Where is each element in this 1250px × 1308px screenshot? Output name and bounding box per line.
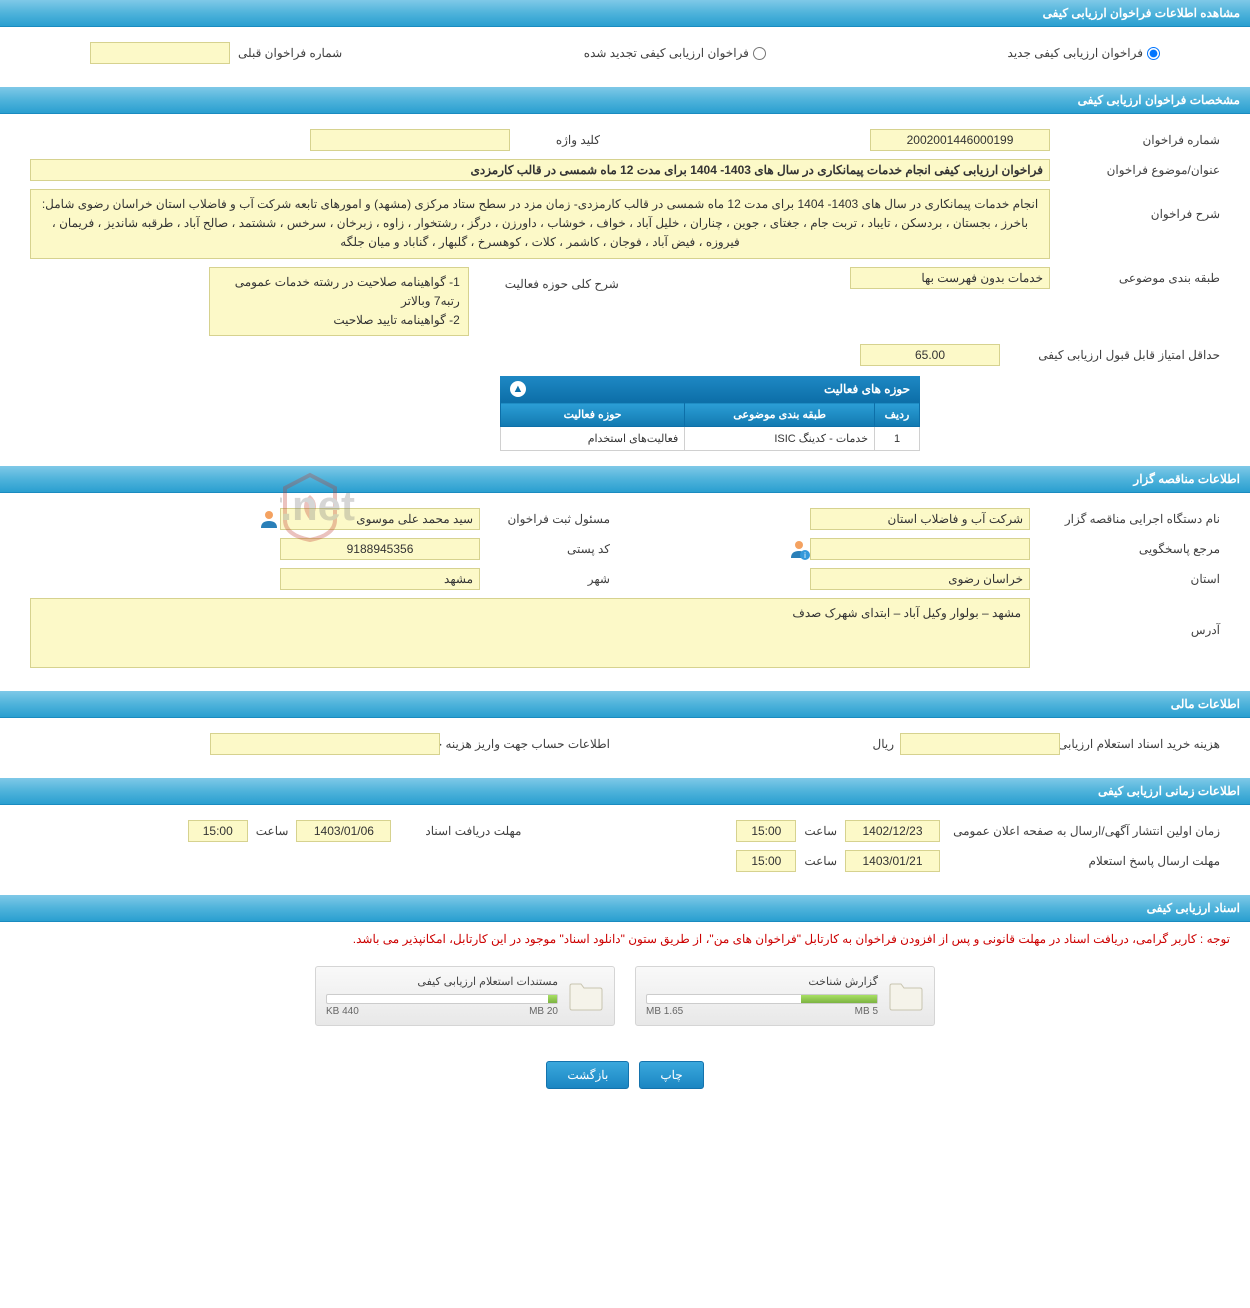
label-response: مهلت ارسال پاسخ استعلام	[940, 854, 1220, 868]
section-financial-header: اطلاعات مالی	[0, 691, 1250, 718]
section-timing-header: اطلاعات زمانی ارزیابی کیفی	[0, 778, 1250, 805]
label-renewed-call: فراخوان ارزیابی کیفی تجدید شده	[584, 46, 749, 60]
label-desc: شرح فراخوان	[1050, 189, 1220, 221]
svg-text:i: i	[804, 551, 806, 560]
th-activity: حوزه فعالیت	[501, 403, 685, 427]
label-prev-call-number: شماره فراخوان قبلی	[230, 46, 342, 60]
section-documents-body: توجه : کاربر گرامی، دریافت اسناد در مهلت…	[0, 922, 1250, 1119]
label-category: طبقه بندی موضوعی	[1050, 271, 1220, 285]
label-province: استان	[1030, 572, 1220, 586]
section-tenderer-header: اطلاعات مناقصه گزار	[0, 466, 1250, 493]
field-receive-date: 1403/01/06	[296, 820, 391, 842]
label-activity-desc: شرح کلی حوزه فعالیت	[469, 267, 619, 291]
folder-icon	[568, 980, 604, 1012]
td-category: خدمات - کدینگ ISIC	[685, 427, 875, 451]
label-receive: مهلت دریافت اسناد	[391, 824, 521, 838]
doc-total-2: 20 MB	[529, 1006, 558, 1017]
doc-card-documents[interactable]: مستندات استعلام ارزیابی کیفی 20 MB 440 K…	[315, 966, 615, 1026]
label-call-number: شماره فراخوان	[1050, 133, 1220, 147]
label-publish-time: ساعت	[796, 824, 845, 838]
progress-fill-1	[801, 995, 877, 1003]
td-index: 1	[875, 427, 920, 451]
prev-call-number-field	[90, 42, 230, 64]
field-responder	[810, 538, 1030, 560]
progress-bar-1	[646, 994, 878, 1004]
td-activity: فعالیت‌های استخدام	[501, 427, 685, 451]
field-publish-date: 1402/12/23	[845, 820, 940, 842]
field-subject: فراخوان ارزیابی کیفی انجام خدمات پیمانکا…	[30, 159, 1050, 181]
page-title: مشاهده اطلاعات فراخوان ارزیابی کیفی	[0, 0, 1250, 27]
progress-bar-2	[326, 994, 558, 1004]
label-currency: ریال	[864, 737, 900, 751]
field-response-time: 15:00	[736, 850, 796, 872]
field-postal: 9188945356	[280, 538, 480, 560]
field-cost	[900, 733, 1060, 755]
field-category: خدمات بدون فهرست بها	[850, 267, 1050, 289]
folder-icon	[888, 980, 924, 1012]
field-city: مشهد	[280, 568, 480, 590]
field-province: خراسان رضوی	[810, 568, 1030, 590]
section-documents-header: اسناد ارزیابی کیفی	[0, 895, 1250, 922]
doc-card-recognition[interactable]: گزارش شناخت 5 MB 1.65 MB	[635, 966, 935, 1026]
doc-title-1: گزارش شناخت	[646, 975, 878, 988]
label-min-score: حداقل امتیاز قابل قبول ارزیابی کیفی	[1000, 348, 1220, 362]
field-keyword	[310, 129, 510, 151]
notice-text: توجه : کاربر گرامی، دریافت اسناد در مهلت…	[0, 922, 1250, 956]
field-desc: انجام خدمات پیمانکاری در سال های 1403- 1…	[30, 189, 1050, 259]
label-cost: هزینه خرید اسناد استعلام ارزیابی کیفی	[1060, 736, 1220, 753]
collapse-icon[interactable]: ▲	[510, 381, 526, 397]
top-options-row: فراخوان ارزیابی کیفی جدید فراخوان ارزیاب…	[0, 27, 1250, 87]
label-receive-time: ساعت	[248, 824, 297, 838]
field-min-score: 65.00	[860, 344, 1000, 366]
doc-current-2: 440 KB	[326, 1006, 359, 1017]
activity-table: ردیف طبقه بندی موضوعی حوزه فعالیت 1 خدما…	[500, 402, 920, 451]
table-row: 1 خدمات - کدینگ ISIC فعالیت‌های استخدام	[501, 427, 920, 451]
label-address: آدرس	[1030, 598, 1220, 637]
user-icon	[258, 508, 280, 530]
field-activity-desc: 1- گواهینامه صلاحیت در رشته خدمات عمومی …	[209, 267, 469, 337]
progress-fill-2	[548, 995, 557, 1003]
label-city: شهر	[480, 572, 610, 586]
field-account	[210, 733, 440, 755]
label-account: اطلاعات حساب جهت واریز هزینه خرید اسناد	[440, 736, 610, 753]
doc-current-1: 1.65 MB	[646, 1006, 683, 1017]
field-call-number: 2002001446000199	[870, 129, 1050, 151]
label-registrar: مسئول ثبت فراخوان	[480, 512, 610, 526]
label-responder: مرجع پاسخگویی	[1030, 542, 1220, 556]
th-row: ردیف	[875, 403, 920, 427]
activity-table-wrap: حوزه های فعالیت ▲ ردیف طبقه بندی موضوعی …	[500, 376, 920, 451]
field-receive-time: 15:00	[188, 820, 248, 842]
section-spec-header: مشخصات فراخوان ارزیابی کیفی	[0, 87, 1250, 114]
section-tenderer-body: نام دستگاه اجرایی مناقصه گزار شرکت آب و …	[0, 493, 1250, 691]
section-spec-body: شماره فراخوان 2002001446000199 کلید واژه…	[0, 114, 1250, 466]
field-org: شرکت آب و فاضلاب استان	[810, 508, 1030, 530]
label-keyword: کلید واژه	[510, 133, 600, 147]
field-address: مشهد – بولوار وکیل آباد – ابتدای شهرک صد…	[30, 598, 1030, 668]
section-financial-body: هزینه خرید اسناد استعلام ارزیابی کیفی ری…	[0, 718, 1250, 778]
field-publish-time: 15:00	[736, 820, 796, 842]
activity-table-title: حوزه های فعالیت	[824, 382, 910, 396]
radio-new-call[interactable]	[1147, 47, 1160, 60]
field-registrar: سید محمد علی موسوی	[280, 508, 480, 530]
back-button[interactable]: بازگشت	[546, 1061, 629, 1089]
th-category: طبقه بندی موضوعی	[685, 403, 875, 427]
label-response-time: ساعت	[796, 854, 845, 868]
radio-renewed-call[interactable]	[753, 47, 766, 60]
label-org: نام دستگاه اجرایی مناقصه گزار	[1030, 512, 1220, 526]
info-user-icon: i	[788, 538, 810, 560]
field-response-date: 1403/01/21	[845, 850, 940, 872]
doc-title-2: مستندات استعلام ارزیابی کیفی	[326, 975, 558, 988]
print-button[interactable]: چاپ	[639, 1061, 703, 1089]
section-timing-body: زمان اولین انتشار آگهی/ارسال به صفحه اعل…	[0, 805, 1250, 895]
doc-total-1: 5 MB	[855, 1006, 878, 1017]
label-postal: کد پستی	[480, 542, 610, 556]
label-subject: عنوان/موضوع فراخوان	[1050, 163, 1220, 177]
label-publish: زمان اولین انتشار آگهی/ارسال به صفحه اعل…	[940, 824, 1220, 838]
label-new-call: فراخوان ارزیابی کیفی جدید	[1008, 46, 1143, 60]
